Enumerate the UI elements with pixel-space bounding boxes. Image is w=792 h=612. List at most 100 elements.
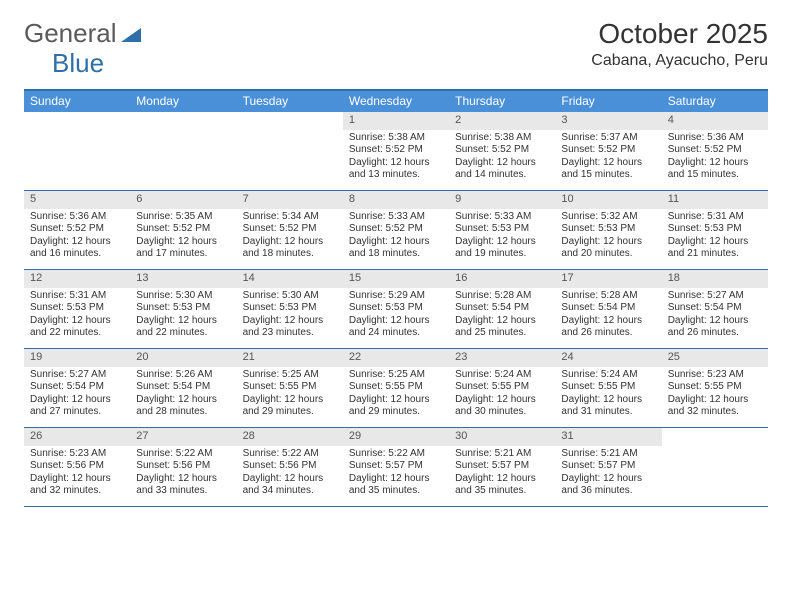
day-number: 18	[662, 270, 768, 288]
daylight: Daylight: 12 hours and 20 minutes.	[561, 236, 655, 261]
day-info: Sunrise: 5:22 AMSunset: 5:57 PMDaylight:…	[343, 448, 449, 498]
day-number: 29	[343, 428, 449, 446]
sunset: Sunset: 5:53 PM	[668, 223, 762, 236]
sunrise: Sunrise: 5:31 AM	[30, 290, 124, 303]
sunset: Sunset: 5:53 PM	[561, 223, 655, 236]
day-info: Sunrise: 5:36 AMSunset: 5:52 PMDaylight:…	[24, 211, 130, 261]
sunrise: Sunrise: 5:27 AM	[30, 369, 124, 382]
sunrise: Sunrise: 5:33 AM	[349, 211, 443, 224]
sunset: Sunset: 5:55 PM	[668, 381, 762, 394]
day-number: 21	[237, 349, 343, 367]
day-number: 20	[130, 349, 236, 367]
day-info: Sunrise: 5:27 AMSunset: 5:54 PMDaylight:…	[24, 369, 130, 419]
day-number: 26	[24, 428, 130, 446]
daylight: Daylight: 12 hours and 24 minutes.	[349, 315, 443, 340]
calendar-cell: 23 Sunrise: 5:24 AMSunset: 5:55 PMDayligh…	[449, 349, 555, 427]
day-number: 4	[662, 112, 768, 130]
day-number: 31	[555, 428, 661, 446]
sunrise: Sunrise: 5:28 AM	[561, 290, 655, 303]
daylight: Daylight: 12 hours and 33 minutes.	[136, 473, 230, 498]
day-info: Sunrise: 5:36 AMSunset: 5:52 PMDaylight:…	[662, 132, 768, 182]
day-number: 19	[24, 349, 130, 367]
day-info: Sunrise: 5:28 AMSunset: 5:54 PMDaylight:…	[449, 290, 555, 340]
sunrise: Sunrise: 5:38 AM	[455, 132, 549, 145]
day-number: 13	[130, 270, 236, 288]
day-number: 12	[24, 270, 130, 288]
day-number: 16	[449, 270, 555, 288]
day-info: Sunrise: 5:26 AMSunset: 5:54 PMDaylight:…	[130, 369, 236, 419]
daylight: Daylight: 12 hours and 22 minutes.	[30, 315, 124, 340]
sunset: Sunset: 5:56 PM	[30, 460, 124, 473]
day-info: Sunrise: 5:25 AMSunset: 5:55 PMDaylight:…	[237, 369, 343, 419]
day-info: Sunrise: 5:21 AMSunset: 5:57 PMDaylight:…	[555, 448, 661, 498]
calendar-cell: 2Sunrise: 5:38 AMSunset: 5:52 PMDaylight…	[449, 112, 555, 190]
day-info: Sunrise: 5:31 AMSunset: 5:53 PMDaylight:…	[662, 211, 768, 261]
calendar-cell: 18 Sunrise: 5:27 AMSunset: 5:54 PMDayligh…	[662, 270, 768, 348]
sunset: Sunset: 5:55 PM	[243, 381, 337, 394]
day-info: Sunrise: 5:23 AMSunset: 5:56 PMDaylight:…	[24, 448, 130, 498]
calendar-cell: 21 Sunrise: 5:25 AMSunset: 5:55 PMDayligh…	[237, 349, 343, 427]
calendar-cell: 1 Sunrise: 5:38 AMSunset: 5:52 PMDaylight…	[343, 112, 449, 190]
day-info: Sunrise: 5:21 AMSunset: 5:57 PMDaylight:…	[449, 448, 555, 498]
calendar-cell: 22Sunrise: 5:25 AMSunset: 5:55 PMDayligh…	[343, 349, 449, 427]
calendar-cell: 26 Sunrise: 5:23 AMSunset: 5:56 PMDayligh…	[24, 428, 130, 506]
calendar-cell: 9Sunrise: 5:33 AMSunset: 5:53 PMDaylight…	[449, 191, 555, 269]
daylight: Daylight: 12 hours and 29 minutes.	[243, 394, 337, 419]
day-info: Sunrise: 5:22 AMSunset: 5:56 PMDaylight:…	[130, 448, 236, 498]
sunset: Sunset: 5:52 PM	[455, 144, 549, 157]
daylight: Daylight: 12 hours and 26 minutes.	[668, 315, 762, 340]
dow-friday: Friday	[555, 91, 661, 112]
week-row: 1 Sunrise: 5:38 AMSunset: 5:52 PMDaylight…	[24, 112, 768, 191]
daylight: Daylight: 12 hours and 32 minutes.	[668, 394, 762, 419]
calendar-cell: 8Sunrise: 5:33 AMSunset: 5:52 PMDaylight…	[343, 191, 449, 269]
daylight: Daylight: 12 hours and 30 minutes.	[455, 394, 549, 419]
day-number: 24	[555, 349, 661, 367]
sunset: Sunset: 5:57 PM	[561, 460, 655, 473]
day-number: 11	[662, 191, 768, 209]
sunset: Sunset: 5:53 PM	[136, 302, 230, 315]
day-info: Sunrise: 5:31 AMSunset: 5:53 PMDaylight:…	[24, 290, 130, 340]
sunset: Sunset: 5:52 PM	[243, 223, 337, 236]
day-number: 9	[449, 191, 555, 209]
daylight: Daylight: 12 hours and 25 minutes.	[455, 315, 549, 340]
calendar-cell: 12 Sunrise: 5:31 AMSunset: 5:53 PMDayligh…	[24, 270, 130, 348]
day-number: 22	[343, 349, 449, 367]
calendar-cell: 4 Sunrise: 5:36 AMSunset: 5:52 PMDaylight…	[662, 112, 768, 190]
week-row: 12Sunrise: 5:31 AMSunset: 5:53 PMDayligh…	[24, 270, 768, 349]
day-number: 5	[24, 191, 130, 209]
calendar-cell: 15Sunrise: 5:29 AMSunset: 5:53 PMDayligh…	[343, 270, 449, 348]
day-number: 17	[555, 270, 661, 288]
sunset: Sunset: 5:54 PM	[668, 302, 762, 315]
sunrise: Sunrise: 5:36 AM	[30, 211, 124, 224]
sunrise: Sunrise: 5:22 AM	[349, 448, 443, 461]
brand-logo: General	[24, 18, 143, 49]
calendar-cell: 14Sunrise: 5:30 AMSunset: 5:53 PMDayligh…	[237, 270, 343, 348]
dow-saturday: Saturday	[662, 91, 768, 112]
sunset: Sunset: 5:54 PM	[455, 302, 549, 315]
sunset: Sunset: 5:54 PM	[136, 381, 230, 394]
dow-monday: Monday	[130, 91, 236, 112]
day-info: Sunrise: 5:24 AMSunset: 5:55 PMDaylight:…	[449, 369, 555, 419]
calendar-cell: 30Sunrise: 5:21 AMSunset: 5:57 PMDayligh…	[449, 428, 555, 506]
calendar-cell	[662, 428, 768, 506]
location: Cabana, Ayacucho, Peru	[591, 52, 768, 70]
daylight: Daylight: 12 hours and 17 minutes.	[136, 236, 230, 261]
sunset: Sunset: 5:54 PM	[561, 302, 655, 315]
month-title: October 2025	[591, 18, 768, 50]
calendar-cell	[24, 112, 130, 190]
calendar-cell: 16 Sunrise: 5:28 AMSunset: 5:54 PMDayligh…	[449, 270, 555, 348]
sunset: Sunset: 5:52 PM	[349, 223, 443, 236]
day-info: Sunrise: 5:38 AMSunset: 5:52 PMDaylight:…	[343, 132, 449, 182]
daylight: Daylight: 12 hours and 22 minutes.	[136, 315, 230, 340]
calendar-cell	[130, 112, 236, 190]
day-number: 1	[343, 112, 449, 130]
sunrise: Sunrise: 5:27 AM	[668, 290, 762, 303]
day-number: 23	[449, 349, 555, 367]
calendar-cell: 25Sunrise: 5:23 AMSunset: 5:55 PMDayligh…	[662, 349, 768, 427]
day-info: Sunrise: 5:29 AMSunset: 5:53 PMDaylight:…	[343, 290, 449, 340]
sunset: Sunset: 5:56 PM	[243, 460, 337, 473]
daylight: Daylight: 12 hours and 28 minutes.	[136, 394, 230, 419]
day-info: Sunrise: 5:24 AMSunset: 5:55 PMDaylight:…	[555, 369, 661, 419]
day-info: Sunrise: 5:33 AMSunset: 5:52 PMDaylight:…	[343, 211, 449, 261]
sunset: Sunset: 5:57 PM	[455, 460, 549, 473]
